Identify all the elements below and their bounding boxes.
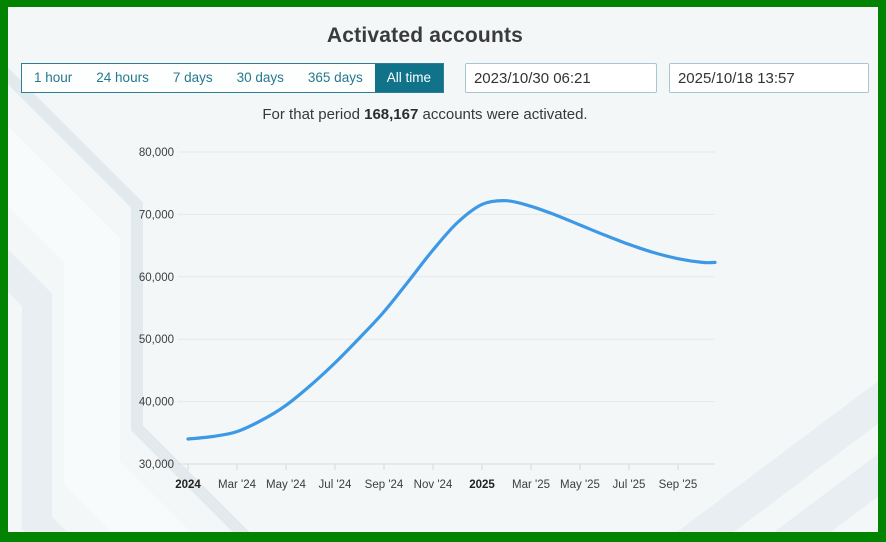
svg-text:May '24: May '24: [266, 479, 307, 491]
range-button-365-days[interactable]: 365 days: [296, 64, 375, 92]
svg-text:May '25: May '25: [560, 479, 600, 491]
page-title: Activated accounts: [326, 24, 524, 47]
svg-text:Jul '25: Jul '25: [613, 479, 646, 491]
summary-prefix: For that period: [262, 106, 365, 123]
activated-count: 168,167: [364, 106, 419, 123]
svg-text:70,000: 70,000: [139, 209, 174, 221]
summary-text: For that period 168,167 accounts were ac…: [21, 106, 829, 123]
svg-text:2024: 2024: [175, 479, 201, 491]
svg-text:Mar '24: Mar '24: [218, 479, 257, 491]
svg-text:Nov '24: Nov '24: [414, 479, 453, 491]
chart-canvas[interactable]: 30,000 40,000 50,000 60,000 70,000 80,000 2024…: [21, 137, 829, 505]
svg-text:50,000: 50,000: [139, 334, 174, 346]
page-container: Activated accounts 1 hour 24 hours 7 day…: [8, 7, 878, 532]
range-button-24-hours[interactable]: 24 hours: [84, 64, 161, 92]
end-datetime-input[interactable]: [668, 63, 869, 93]
range-button-1-hour[interactable]: 1 hour: [22, 64, 84, 92]
summary-suffix: accounts were activated.: [418, 106, 588, 123]
svg-text:40,000: 40,000: [139, 397, 174, 409]
range-button-7-days[interactable]: 7 days: [161, 64, 225, 92]
range-button-all-time[interactable]: All time: [374, 64, 443, 92]
svg-text:60,000: 60,000: [139, 272, 174, 284]
range-button-group: 1 hour 24 hours 7 days 30 days 365 days …: [21, 63, 444, 93]
time-range-controls: 1 hour 24 hours 7 days 30 days 365 days …: [21, 63, 869, 93]
svg-text:30,000: 30,000: [139, 459, 174, 471]
svg-text:Jul '24: Jul '24: [319, 479, 352, 491]
svg-text:80,000: 80,000: [139, 147, 174, 159]
svg-text:Sep '24: Sep '24: [365, 479, 404, 491]
svg-text:Sep '25: Sep '25: [659, 479, 698, 491]
range-button-30-days[interactable]: 30 days: [225, 64, 296, 92]
svg-text:2025: 2025: [469, 479, 495, 491]
start-datetime-input[interactable]: [464, 63, 657, 93]
svg-text:Mar '25: Mar '25: [512, 479, 550, 491]
